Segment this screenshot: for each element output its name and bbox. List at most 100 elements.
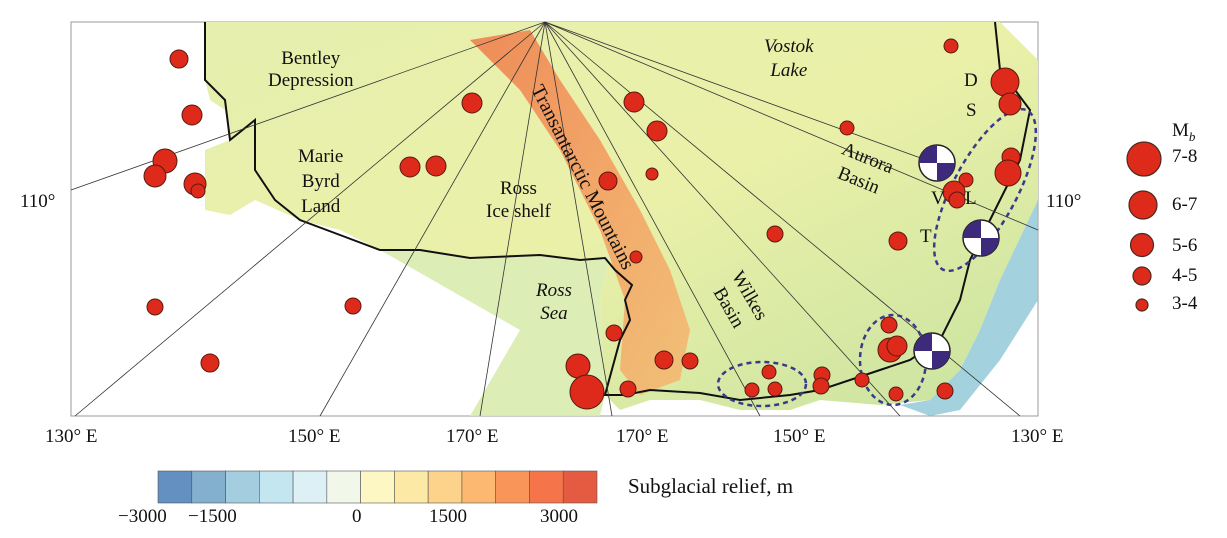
label-marie-byrd-land: Marie Byrd Land (298, 144, 343, 219)
earthquake-marker (888, 386, 904, 402)
colorbar-cell (326, 470, 361, 504)
label-ross-sea: Ross Sea (536, 279, 572, 325)
earthquake-marker (143, 164, 167, 188)
label-line: Lake (770, 60, 808, 81)
earthquake-marker (605, 324, 623, 342)
earthquake-marker (854, 372, 870, 388)
colorbar-tick: 0 (352, 506, 362, 527)
earthquake-marker (998, 92, 1022, 116)
legend-title-main: M (1172, 120, 1189, 141)
label-line: Vostok (764, 36, 814, 57)
earthquake-marker (598, 171, 618, 191)
earthquake-marker (425, 155, 447, 177)
label-bentley-depression: Bentley Depression (268, 48, 353, 92)
station-label-t: T (920, 226, 932, 247)
colorbar-cell (394, 470, 429, 504)
earthquake-marker (344, 297, 362, 315)
earthquake-marker (936, 382, 954, 400)
earthquake-marker (181, 104, 203, 126)
earthquake-marker (645, 167, 659, 181)
meridian-line (74, 21, 546, 417)
axis-label-bottom: 150° E (288, 426, 341, 447)
beachball-icon (918, 144, 956, 182)
colorbar-cell (360, 470, 395, 504)
meridian-line (319, 21, 546, 417)
colorbar-cell (259, 470, 294, 504)
legend-class: 5-6 (1172, 235, 1198, 256)
station-label-l: L (965, 188, 977, 209)
label-line: Sea (540, 303, 568, 324)
colorbar-tick: 1500 (429, 506, 467, 527)
earthquake-marker (565, 353, 591, 379)
colorbar-cell (562, 470, 598, 504)
label-vostok-lake: Vostok Lake (764, 35, 814, 83)
beachball-icon (913, 332, 951, 370)
earthquake-marker (761, 364, 777, 380)
axis-label-bottom: 130° E (45, 426, 98, 447)
legend-class: 7-8 (1172, 146, 1198, 167)
earthquake-marker (880, 316, 898, 334)
label-line: Land (301, 196, 341, 217)
meridian-lines (70, 21, 1039, 417)
earthquake-marker (681, 352, 699, 370)
station-label-s: S (966, 100, 977, 121)
colorbar-cell (495, 470, 530, 504)
transantarctic-relief (470, 30, 690, 395)
earthquake-marker (943, 38, 959, 54)
station-label-d: D (964, 70, 978, 91)
legend-title-sub: b (1188, 128, 1196, 144)
meridian-line (544, 21, 761, 417)
label-line: Ross (536, 280, 572, 301)
earthquake-marker (839, 120, 855, 136)
label-line: Byrd (301, 171, 340, 192)
axis-label-bottom: 170° E (616, 426, 669, 447)
colorbar-cell (292, 470, 328, 504)
earthquake-marker (169, 49, 189, 69)
earthquake-marker (623, 91, 645, 113)
earthquake-marker (744, 382, 760, 398)
station-label-v: V (931, 188, 945, 209)
label-ross-ice-shelf: Ross Ice shelf (486, 177, 551, 223)
earthquake-marker (399, 156, 421, 178)
earthquake-marker (886, 335, 908, 357)
earthquake-marker (888, 231, 908, 251)
earthquake-marker (654, 350, 674, 370)
earthquake-marker (958, 172, 974, 188)
earthquake-marker (990, 67, 1020, 97)
ocean-shelf (900, 200, 1038, 416)
legend-marker (1135, 298, 1149, 312)
colorbar-tick: 3000 (540, 506, 578, 527)
label-line: Ross (499, 178, 537, 199)
earthquake-marker (146, 298, 164, 316)
label-line: Ice shelf (486, 201, 551, 222)
colorbar-tick: −3000 (118, 506, 167, 527)
label-line: Bentley (281, 48, 341, 69)
focal-mechanisms (913, 144, 1000, 370)
earthquake-marker (646, 120, 668, 142)
colorbar-cell (529, 470, 564, 504)
colorbar-cell (461, 470, 496, 504)
label-line: Marie (298, 146, 344, 167)
beachball-icon (962, 219, 1000, 257)
earthquake-marker (190, 183, 206, 199)
earthquake-marker (994, 159, 1022, 187)
meridian-line (544, 21, 613, 417)
legend-marker (1129, 232, 1155, 258)
meridian-line (70, 21, 546, 191)
axis-label-left: 110° (20, 191, 56, 212)
legend-marker (1126, 141, 1162, 177)
magnitude-legend (1126, 141, 1162, 312)
colorbar-tick: −1500 (188, 506, 237, 527)
ross-ice-shelf (380, 250, 610, 416)
meridian-line (544, 21, 901, 417)
colorbar-label: Subglacial relief, m (628, 474, 794, 498)
axis-label-bottom: 170° E (446, 426, 499, 447)
axis-label-right: 110° (1046, 191, 1082, 212)
legend-title: Mb (1172, 120, 1195, 145)
legend-class: 4-5 (1172, 265, 1198, 286)
earthquake-marker (812, 377, 830, 395)
earthquake-marker (569, 374, 605, 410)
legend-class: 6-7 (1172, 194, 1198, 215)
